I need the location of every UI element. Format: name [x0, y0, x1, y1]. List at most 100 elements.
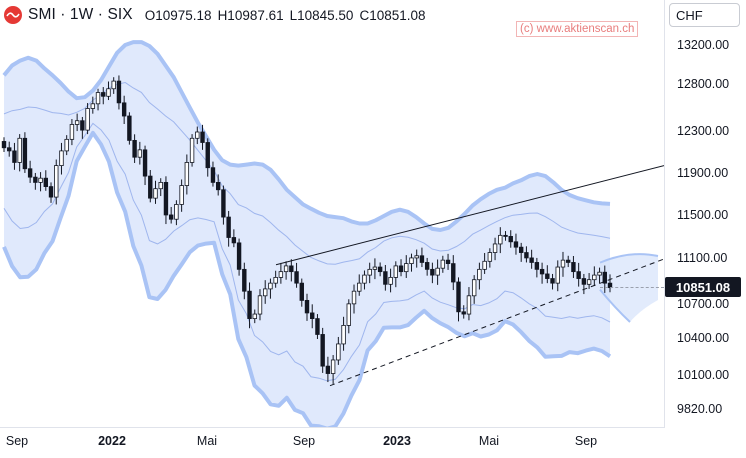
y-axis-label: 12300.00: [677, 124, 730, 138]
candle-up: [555, 266, 560, 284]
candle-up: [111, 80, 116, 90]
candle-down: [315, 318, 320, 335]
candle-up: [597, 271, 602, 276]
candle-up: [137, 149, 143, 158]
candle-up: [257, 295, 263, 315]
resistance-trendline: [275, 165, 664, 266]
candle-up: [174, 204, 179, 220]
candle-up: [184, 162, 190, 186]
candle-down: [456, 281, 461, 313]
candle-down: [566, 259, 571, 263]
candle-up: [372, 266, 378, 270]
y-axis-label: 11900.00: [677, 166, 729, 180]
candle-up: [268, 282, 273, 290]
candle-down: [43, 177, 48, 187]
candle-down: [320, 334, 325, 367]
candle-up: [85, 108, 90, 131]
y-axis-line: [664, 0, 665, 428]
candle-up: [341, 324, 346, 345]
candle-up: [466, 295, 472, 315]
y-axis-label: 10700.00: [677, 297, 730, 311]
y-axis-label: 11100.00: [677, 251, 728, 265]
candle-down: [581, 278, 587, 285]
forecast-upper: [599, 253, 659, 264]
candle-down: [80, 120, 85, 131]
candle-down: [236, 242, 242, 270]
candle-up: [409, 257, 414, 264]
candle-up: [106, 88, 111, 97]
candle-down: [571, 262, 576, 273]
candle-down: [299, 282, 304, 301]
candle-up: [283, 265, 289, 273]
candle-down: [247, 290, 252, 320]
chart-svg[interactable]: [0, 0, 664, 428]
candle-down: [310, 312, 315, 319]
candle-down: [163, 181, 169, 216]
candle-up: [388, 276, 393, 285]
price-chart[interactable]: [0, 0, 664, 428]
candle-up: [158, 181, 163, 190]
candle-down: [142, 149, 148, 177]
candle-up: [346, 303, 351, 326]
candle-up: [189, 137, 195, 163]
currency-select[interactable]: CHF: [669, 3, 740, 27]
candle-up: [273, 276, 278, 284]
candle-up: [367, 268, 372, 276]
ohlc-low: L10845.50: [289, 7, 354, 23]
candle-up: [179, 185, 184, 205]
candle-up: [54, 165, 59, 198]
support-trendline: [329, 258, 664, 387]
y-axis-label: 9820.00: [677, 402, 723, 416]
ohlc-close: C10851.08: [359, 7, 426, 23]
candle-up: [38, 177, 43, 183]
candle-up: [336, 343, 341, 361]
candle-down: [289, 265, 294, 273]
candle-up: [393, 265, 399, 278]
y-axis-label: 13200.00: [677, 38, 730, 52]
x-axis-label: Sep: [574, 434, 598, 448]
candle-up: [252, 313, 257, 320]
candle-down: [534, 262, 540, 270]
ohlc-high: H10987.61: [217, 7, 284, 23]
candle-up: [586, 279, 592, 285]
y-axis-label: 11500.00: [677, 208, 729, 222]
candle-down: [325, 365, 331, 374]
candle-up: [498, 234, 503, 245]
band-inner-lower: [3, 122, 611, 382]
candle-down: [215, 181, 221, 191]
candle-down: [576, 271, 581, 279]
x-axis-label: 2022: [98, 434, 126, 448]
ohlc-open: O10975.18: [144, 7, 212, 23]
last-price-line: [600, 287, 664, 288]
candle-down: [461, 311, 466, 315]
x-axis-label: Mai: [196, 434, 218, 448]
candle-down: [294, 271, 299, 284]
candle-down: [148, 175, 153, 199]
candle-up: [482, 260, 487, 270]
band-upper: [2, 40, 611, 232]
candle-down: [1, 141, 7, 149]
candle-up: [95, 92, 101, 105]
chart-header: SMI · 1W · SIX O10975.18 H10987.61 L1084…: [4, 5, 426, 25]
symbol-title[interactable]: SMI · 1W · SIX: [28, 6, 133, 23]
x-axis-line: [0, 427, 664, 428]
candle-down: [430, 268, 435, 276]
candle-down: [242, 268, 247, 292]
smi-logo-icon[interactable]: [4, 6, 22, 24]
band-lower: [2, 130, 612, 428]
candle-up: [64, 138, 69, 152]
candle-down: [524, 252, 529, 259]
x-axis-label: Mai: [478, 434, 500, 448]
candle-down: [383, 271, 388, 285]
candle-down: [226, 216, 231, 238]
candle-up: [440, 259, 446, 269]
candle-up: [153, 188, 158, 199]
candle-up: [263, 288, 268, 297]
candle-up: [17, 137, 22, 163]
candle-down: [231, 237, 237, 244]
candle-down: [419, 255, 425, 263]
candle-down: [398, 265, 404, 273]
candle-up: [592, 274, 597, 281]
x-axis-label: 2023: [383, 434, 411, 448]
candle-up: [471, 279, 477, 297]
